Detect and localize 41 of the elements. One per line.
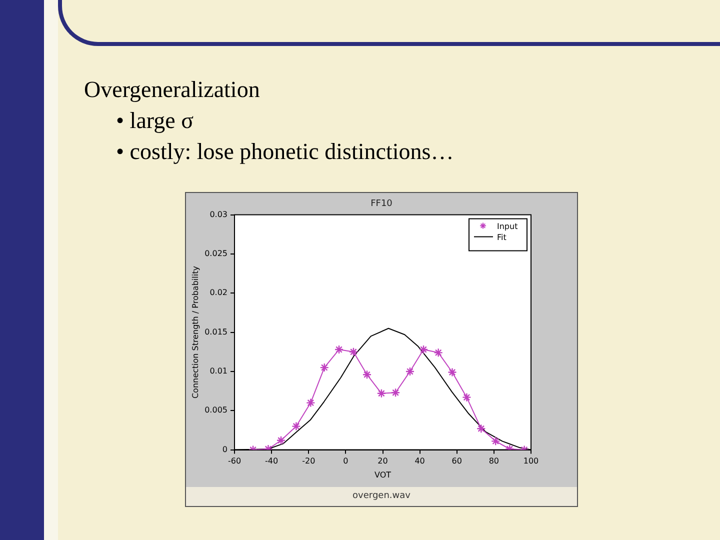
x-tick-label: 100 (523, 456, 539, 466)
point (434, 348, 443, 358)
point (334, 344, 344, 354)
x-tick-label: 60 (452, 456, 462, 466)
point (320, 362, 329, 372)
x-tick-label: -60 (228, 456, 242, 466)
text: • large σ (115, 107, 195, 135)
point (292, 422, 301, 431)
x-tick-label: -40 (265, 456, 278, 466)
point (362, 370, 372, 380)
point (405, 366, 415, 376)
text: Overgeneralization (84, 76, 261, 104)
y-tick-label: 0.01 (210, 366, 228, 376)
y-tick-label: 0.005 (204, 406, 228, 415)
point (348, 347, 358, 356)
y-tick-label: 0 (222, 444, 228, 454)
y-tick-label: 0.03 (210, 210, 228, 219)
point (390, 388, 400, 398)
point (376, 388, 386, 398)
y-axis-title: Connection Strength / Probability (190, 266, 200, 399)
chart-title: FF10 (370, 199, 394, 209)
x-tick-label: 0 (343, 456, 348, 466)
y-tick-label: 0.015 (204, 327, 228, 336)
y-tick-label: 0.025 (204, 249, 228, 258)
x-tick-label: 40 (414, 456, 425, 466)
point (276, 436, 286, 445)
text: overgen.wav (186, 487, 577, 506)
x-axis-title: VOT (374, 470, 392, 480)
x-tick-label: 80 (488, 456, 500, 466)
point (491, 436, 500, 446)
point (448, 368, 457, 377)
legend-label: Fit (497, 232, 506, 242)
point (476, 424, 486, 434)
point (306, 398, 316, 408)
y-tick-label: 0.02 (210, 288, 228, 298)
point (418, 344, 428, 354)
x-tick-label: 20 (378, 456, 388, 466)
x-tick-label: -20 (302, 456, 316, 466)
point (462, 392, 472, 402)
legend-label: Input (497, 222, 518, 231)
text: • costly: lose phonetic distinctions… (115, 138, 454, 166)
